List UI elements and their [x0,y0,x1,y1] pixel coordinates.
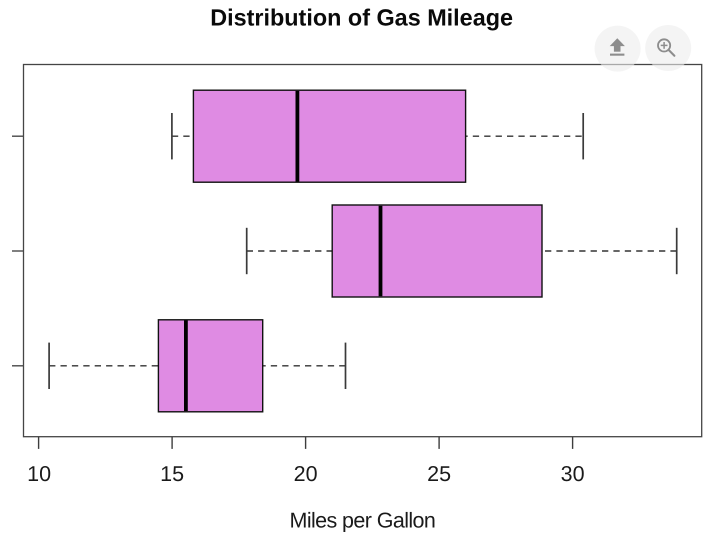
svg-text:20: 20 [294,462,318,486]
svg-text:10: 10 [27,462,51,486]
svg-text:Miles per Gallon: Miles per Gallon [290,509,436,533]
svg-text:15: 15 [160,462,184,486]
svg-text:30: 30 [561,462,585,486]
svg-text:Distribution of Gas Mileage: Distribution of Gas Mileage [210,4,513,30]
svg-text:25: 25 [427,462,451,486]
